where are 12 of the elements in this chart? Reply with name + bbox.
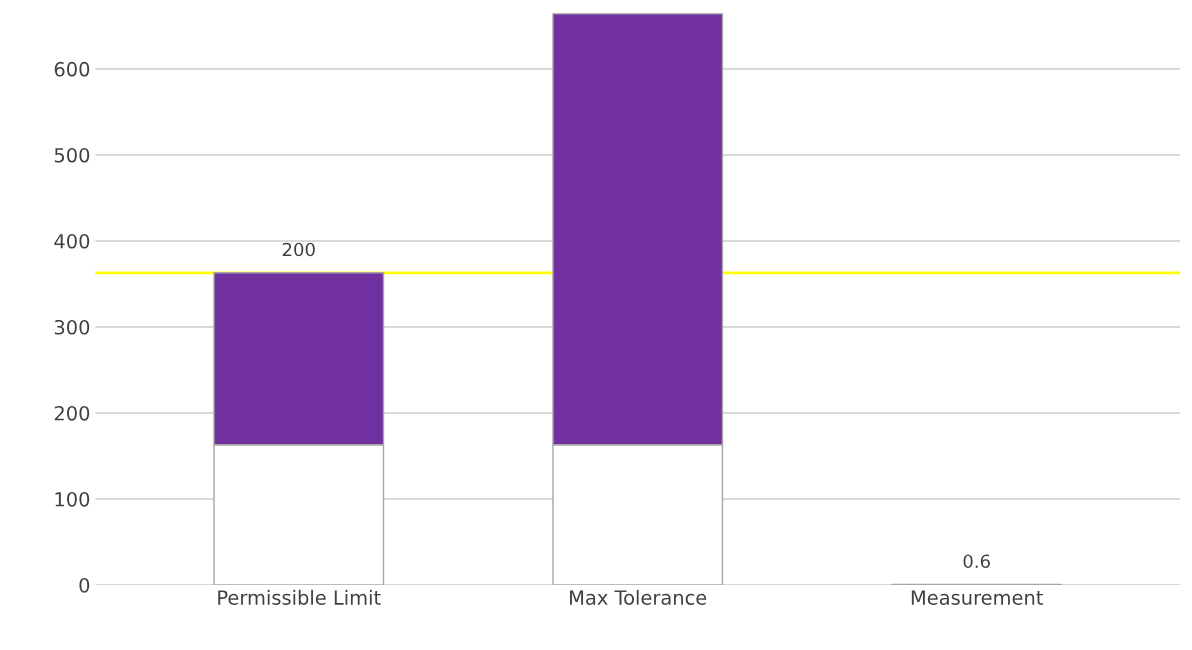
x-tick-label: Max Tolerance — [570, 589, 707, 605]
y-tick-label: 300 — [54, 319, 90, 335]
y-tick-label: 0 — [79, 577, 90, 593]
y-tick-label: 400 — [54, 233, 90, 249]
y-tick-label: 200 — [54, 405, 90, 421]
x-tick-label: Permissible Limit — [218, 589, 381, 605]
x-tick-label: Measurement — [911, 590, 1043, 605]
data-label: 0.6 — [963, 554, 990, 569]
y-tick-label: 600 — [54, 61, 90, 77]
y-tick-label: 100 — [55, 491, 90, 507]
data-label: 200 — [282, 242, 315, 257]
y-tick-label: 500 — [54, 147, 90, 163]
